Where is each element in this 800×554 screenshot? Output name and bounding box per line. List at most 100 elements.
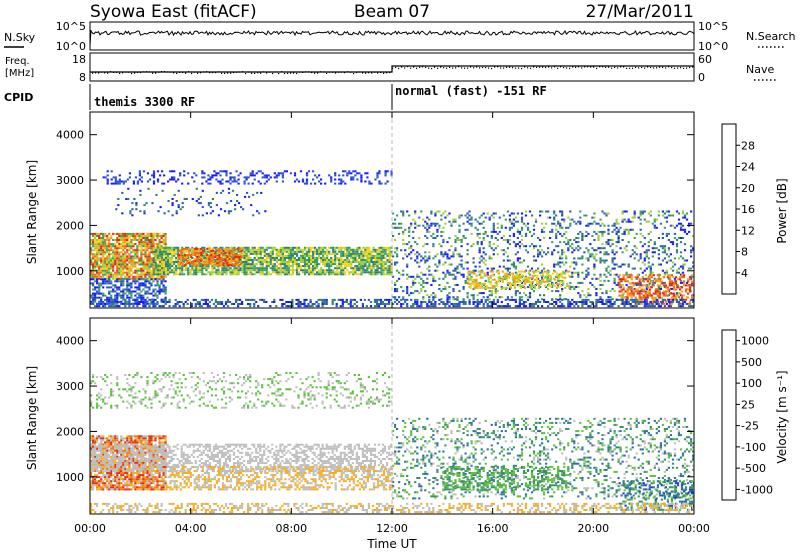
range-gate-cell xyxy=(118,251,120,253)
range-gate-cell xyxy=(232,190,234,192)
range-gate-cell xyxy=(569,223,571,225)
range-gate-cell xyxy=(173,269,175,271)
range-gate-cell xyxy=(120,301,122,303)
range-gate-cell xyxy=(140,255,142,257)
range-gate-cell xyxy=(120,243,122,245)
nave-point xyxy=(530,68,531,69)
range-gate-cell xyxy=(543,231,545,233)
range-gate-cell xyxy=(364,249,366,251)
range-gate-cell xyxy=(187,271,189,273)
range-gate-cell xyxy=(112,239,114,241)
range-gate-cell xyxy=(196,248,198,250)
range-gate-cell xyxy=(364,269,366,271)
range-gate-cell xyxy=(115,183,117,185)
range-gate-cell xyxy=(376,273,378,275)
range-gate-cell xyxy=(513,223,515,225)
range-gate-cell xyxy=(619,278,621,280)
range-gate-cell xyxy=(575,247,577,249)
range-gate-cell xyxy=(370,269,372,271)
range-gate-cell xyxy=(599,231,601,233)
range-gate-cell xyxy=(524,279,526,281)
range-gate-cell xyxy=(672,266,674,268)
range-gate-cell xyxy=(130,243,132,245)
range-gate-cell xyxy=(554,279,556,281)
range-gate-cell xyxy=(639,293,641,295)
range-gate-cell xyxy=(296,261,298,263)
range-gate-cell xyxy=(114,255,116,257)
range-gate-cell xyxy=(348,255,350,257)
range-gate-cell xyxy=(112,243,114,245)
range-gate-cell xyxy=(286,273,288,275)
range-gate-cell xyxy=(587,260,589,262)
range-gate-cell xyxy=(106,251,108,253)
nave-point xyxy=(596,68,597,69)
range-gate-cell xyxy=(114,297,116,299)
range-gate-cell xyxy=(436,235,438,237)
range-gate-cell xyxy=(163,233,165,235)
range-gate-cell xyxy=(416,225,418,227)
nave-point xyxy=(665,67,666,68)
range-gate-cell xyxy=(622,233,624,235)
range-gate-cell xyxy=(585,231,587,233)
range-gate-cell xyxy=(132,291,134,293)
range-gate-cell xyxy=(235,262,237,264)
range-gate-cell xyxy=(485,260,487,262)
range-gate-cell xyxy=(182,262,184,264)
nave-point xyxy=(440,67,441,68)
range-gate-cell xyxy=(324,265,326,267)
nave-point xyxy=(107,73,108,74)
nave-point xyxy=(161,71,162,72)
range-gate-cell xyxy=(126,280,128,282)
range-gate-cell xyxy=(646,253,648,255)
range-gate-cell xyxy=(284,261,286,263)
range-gate-cell xyxy=(678,223,680,225)
range-gate-cell xyxy=(94,286,96,288)
nave-point xyxy=(548,66,549,67)
range-gate-cell xyxy=(148,270,150,272)
range-gate-cell xyxy=(350,257,352,259)
range-gate-cell xyxy=(237,260,239,262)
range-gate-cell xyxy=(182,206,184,208)
range-gate-cell xyxy=(194,254,196,256)
range-gate-cell xyxy=(219,271,221,273)
range-gate-cell xyxy=(434,280,436,282)
range-gate-cell xyxy=(161,235,163,237)
range-gate-cell xyxy=(244,271,246,273)
range-gate-cell xyxy=(428,227,430,229)
range-gate-cell xyxy=(207,267,209,269)
range-gate-cell xyxy=(468,273,470,275)
range-gate-cell xyxy=(264,261,266,263)
range-gate-cell xyxy=(474,285,476,287)
range-gate-cell xyxy=(530,287,532,289)
range-gate-cell xyxy=(650,268,652,270)
range-gate-cell xyxy=(562,273,564,275)
range-gate-cell xyxy=(424,243,426,245)
range-gate-cell xyxy=(358,265,360,267)
range-gate-cell xyxy=(348,261,350,263)
range-gate-cell xyxy=(619,274,621,276)
range-gate-cell xyxy=(507,270,509,272)
range-gate-cell xyxy=(228,254,230,256)
range-gate-cell xyxy=(92,255,94,257)
range-gate-cell xyxy=(470,277,472,279)
range-gate-cell xyxy=(648,262,650,264)
range-gate-cell xyxy=(479,292,481,294)
nave-point xyxy=(584,66,585,67)
range-gate-cell xyxy=(96,297,98,299)
range-gate-cell xyxy=(599,280,601,282)
range-gate-cell xyxy=(188,262,190,264)
freq-trace-path xyxy=(90,66,694,72)
range-gate-cell xyxy=(352,255,354,257)
range-gate-cell xyxy=(268,273,270,275)
range-gate-cell xyxy=(551,229,553,231)
range-gate-cell xyxy=(144,247,146,249)
range-gate-cell xyxy=(645,295,647,297)
range-gate-cell xyxy=(288,247,290,249)
range-gate-cell xyxy=(492,279,494,281)
range-gate-cell xyxy=(389,253,391,255)
range-gate-cell xyxy=(438,288,440,290)
range-gate-cell xyxy=(470,283,472,285)
range-gate-cell xyxy=(172,204,174,206)
range-gate-cell xyxy=(642,245,644,247)
range-gate-cell xyxy=(496,285,498,287)
